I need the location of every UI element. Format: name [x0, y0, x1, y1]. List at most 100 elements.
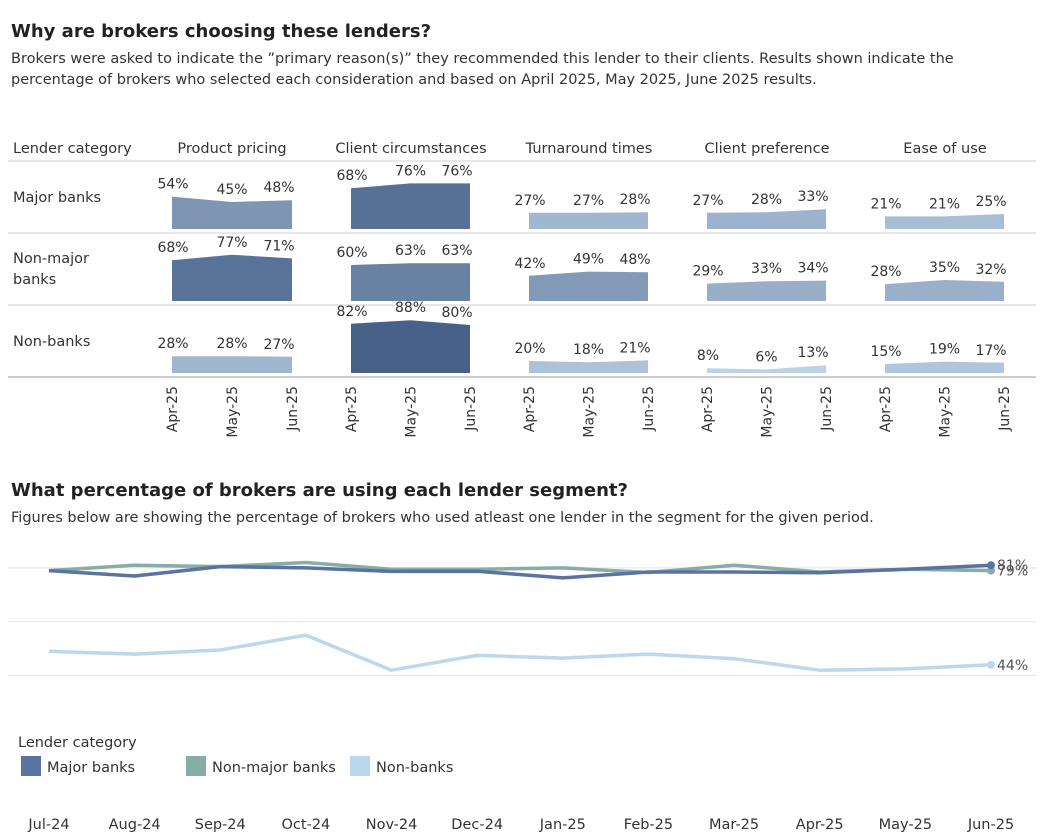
column-header-product-pricing: Product pricing	[177, 141, 286, 157]
x-tick-label: May-25	[225, 386, 241, 438]
row-label-major-banks: Major banks	[13, 190, 101, 206]
x-tick-label: Aug-24	[109, 817, 161, 833]
data-label: 28%	[216, 336, 247, 352]
series-end-point	[987, 660, 995, 669]
legend-label-non-banks: Non-banks	[376, 760, 453, 776]
data-label: 76%	[441, 163, 472, 179]
legend-label-major-banks: Major banks	[47, 760, 135, 776]
data-label: 42%	[514, 256, 545, 272]
data-label: 28%	[157, 336, 188, 352]
x-tick-label: Apr-25	[344, 386, 360, 432]
data-label: 80%	[441, 305, 472, 321]
data-label: 33%	[797, 189, 828, 205]
x-tick-label: Jun-25	[641, 386, 657, 432]
row-label-non-banks: Non-banks	[13, 334, 90, 350]
area-major-banks-turnaround-times	[529, 212, 648, 229]
data-label: 28%	[619, 192, 650, 208]
x-tick-label: Apr-25	[878, 386, 894, 432]
end-value-label-major-banks: 81%	[997, 558, 1028, 574]
data-label: 71%	[263, 238, 294, 254]
x-tick-label: Jun-25	[463, 386, 479, 432]
data-label: 6%	[755, 349, 777, 365]
data-label: 17%	[975, 343, 1006, 359]
data-label: 45%	[216, 182, 247, 198]
data-label: 88%	[395, 300, 426, 316]
x-tick-label: Jun-25	[997, 386, 1013, 432]
x-tick-label: Jul-24	[27, 817, 69, 833]
line-section-title: What percentage of brokers are using eac…	[11, 480, 628, 501]
legend-swatch-non-major-banks	[186, 756, 206, 776]
data-label: 21%	[619, 340, 650, 356]
data-label: 68%	[157, 240, 188, 256]
x-tick-label: Jan-25	[539, 817, 586, 833]
area-major-banks-client-circumstances	[351, 183, 470, 229]
x-tick-label: Dec-24	[451, 817, 503, 833]
legend-swatch-non-banks	[350, 756, 370, 776]
data-label: 34%	[797, 261, 828, 277]
series-line-major-banks	[48, 563, 992, 580]
area-non-banks-turnaround-times	[529, 360, 648, 373]
data-label: 21%	[929, 196, 960, 212]
data-label: 20%	[514, 341, 545, 357]
area-non-major-banks-product-pricing	[172, 254, 292, 301]
x-tick-label: Apr-25	[700, 386, 716, 432]
series-end-point	[987, 561, 995, 570]
data-label: 76%	[395, 163, 426, 179]
data-label: 28%	[870, 264, 901, 280]
reasons-area-chart-grid: Lender category Product pricing Client cir…	[8, 141, 1036, 438]
x-tick-label: Apr-25	[165, 386, 181, 432]
area-major-banks-client-preference	[707, 209, 826, 229]
data-label: 48%	[263, 180, 294, 196]
data-label: 15%	[870, 344, 901, 360]
data-label: 33%	[751, 261, 782, 277]
x-tick-label: Jun-25	[967, 817, 1014, 833]
data-label: 29%	[692, 264, 723, 280]
legend-swatch-major-banks	[21, 756, 41, 776]
data-label: 82%	[336, 304, 367, 320]
row-header-label: Lender category	[13, 141, 132, 157]
x-tick-label: Feb-25	[624, 817, 673, 833]
data-label: 25%	[975, 194, 1006, 210]
data-label: 27%	[573, 193, 604, 209]
x-tick-label: Jun-25	[819, 386, 835, 432]
x-tick-label: May-25	[582, 386, 598, 438]
data-label: 49%	[573, 252, 604, 268]
data-label: 27%	[263, 337, 294, 353]
end-value-label-non-banks: 44%	[997, 658, 1028, 674]
area-non-banks-client-circumstances	[351, 320, 470, 373]
area-major-banks-product-pricing	[172, 196, 292, 229]
x-tick-label: May-25	[760, 386, 776, 438]
data-label: 21%	[870, 196, 901, 212]
data-label: 32%	[975, 262, 1006, 278]
area-non-major-banks-turnaround-times	[529, 271, 648, 301]
column-header-client-preference: Client preference	[704, 141, 829, 157]
data-label: 8%	[697, 348, 719, 364]
data-label: 60%	[336, 245, 367, 261]
data-label: 77%	[216, 235, 247, 251]
data-label: 27%	[514, 193, 545, 209]
legend-label-non-major-banks: Non-major banks	[212, 760, 336, 776]
x-tick-label: Sep-24	[195, 817, 246, 833]
line-section-description: Figures below are showing the percentage…	[11, 510, 874, 526]
area-major-banks-ease-of-use	[885, 214, 1004, 229]
column-header-ease-of-use: Ease of use	[903, 141, 986, 157]
column-header-turnaround-times: Turnaround times	[525, 141, 653, 157]
data-label: 48%	[619, 252, 650, 268]
area-non-major-banks-ease-of-use	[885, 280, 1004, 301]
series-line-non-banks	[48, 633, 992, 672]
data-label: 63%	[395, 243, 426, 259]
area-non-banks-client-preference	[707, 365, 826, 373]
area-non-banks-ease-of-use	[885, 361, 1004, 373]
heatmap-section-title: Why are brokers choosing these lenders?	[11, 21, 432, 42]
data-label: 68%	[336, 168, 367, 184]
heatmap-section-description: Brokers were asked to indicate the ”prim…	[11, 51, 954, 88]
data-label: 35%	[929, 260, 960, 276]
data-label: 18%	[573, 342, 604, 358]
x-tick-label: Nov-24	[366, 817, 418, 833]
x-tick-label: May-25	[879, 817, 932, 833]
legend-title: Lender category	[18, 735, 137, 751]
x-tick-label: Jun-25	[285, 386, 301, 432]
column-header-client-circumstances: Client circumstances	[335, 141, 486, 157]
row-label-non-major-banks: Non-major banks	[13, 251, 89, 288]
